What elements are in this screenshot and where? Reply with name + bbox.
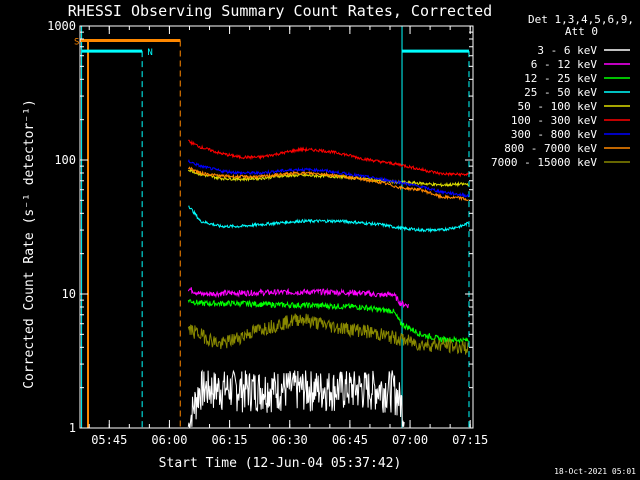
axes: 1 10 100 1000 05:45 06:00 06:15 06:30 06:45 07:00… bbox=[47, 19, 488, 447]
y-axis-label: Corrected Count Rate (s⁻¹ detector⁻¹) bbox=[22, 99, 37, 389]
x-tick-label: 05:45 bbox=[91, 433, 127, 447]
legend-label: 100 - 300 keV bbox=[511, 114, 597, 127]
plot-frame bbox=[79, 25, 474, 429]
chart-title: RHESSI Observing Summary Count Rates, Co… bbox=[68, 2, 492, 20]
legend-label: 6 - 12 keV bbox=[531, 58, 598, 71]
x-axis-label: Start Time (12-Jun-04 05:37:42) bbox=[159, 456, 402, 471]
series-12-25keV-line bbox=[187, 298, 469, 345]
x-tick-label: 06:15 bbox=[212, 433, 248, 447]
series-25-50keV-line bbox=[188, 205, 469, 234]
legend-label: 300 - 800 keV bbox=[511, 128, 597, 141]
series-100-300keV-line bbox=[188, 139, 469, 178]
y-tick-label: 1000 bbox=[47, 19, 76, 33]
date-stamp: 18-Oct-2021 05:01 bbox=[554, 467, 636, 476]
series-layer bbox=[80, 38, 470, 428]
series-3-6keV-line bbox=[187, 369, 405, 428]
legend-label: 3 - 6 keV bbox=[537, 44, 597, 57]
y-tick-label: 10 bbox=[62, 287, 76, 301]
legend-header-line-2: Att 0 bbox=[565, 25, 598, 38]
saa-annotation: S bbox=[74, 37, 79, 47]
series-7000-15000keV-line bbox=[187, 313, 469, 355]
legend-label: 12 - 25 keV bbox=[524, 72, 597, 85]
series-300-800keV-line bbox=[187, 158, 470, 199]
night-annotation: N bbox=[147, 48, 152, 58]
y-tick-label: 1 bbox=[69, 421, 76, 435]
x-tick-label: 07:00 bbox=[392, 433, 428, 447]
legend-label: 25 - 50 keV bbox=[524, 86, 597, 99]
legend-label: 7000 - 15000 keV bbox=[491, 156, 597, 169]
x-tick-label: 06:45 bbox=[332, 433, 368, 447]
legend-header-line-1: Det 1,3,4,5,6,9, bbox=[528, 13, 634, 26]
x-tick-label: 07:15 bbox=[452, 433, 488, 447]
x-tick-label: 06:30 bbox=[272, 433, 308, 447]
y-tick-label: 100 bbox=[54, 153, 76, 167]
legend-label: 50 - 100 keV bbox=[518, 100, 598, 113]
series-50-100keV-line bbox=[187, 168, 469, 188]
legend-label: 800 - 7000 keV bbox=[504, 142, 597, 155]
x-tick-label: 06:00 bbox=[151, 433, 187, 447]
series-6-12keV-line bbox=[187, 287, 409, 309]
series-800-7000keV-line bbox=[187, 166, 469, 202]
